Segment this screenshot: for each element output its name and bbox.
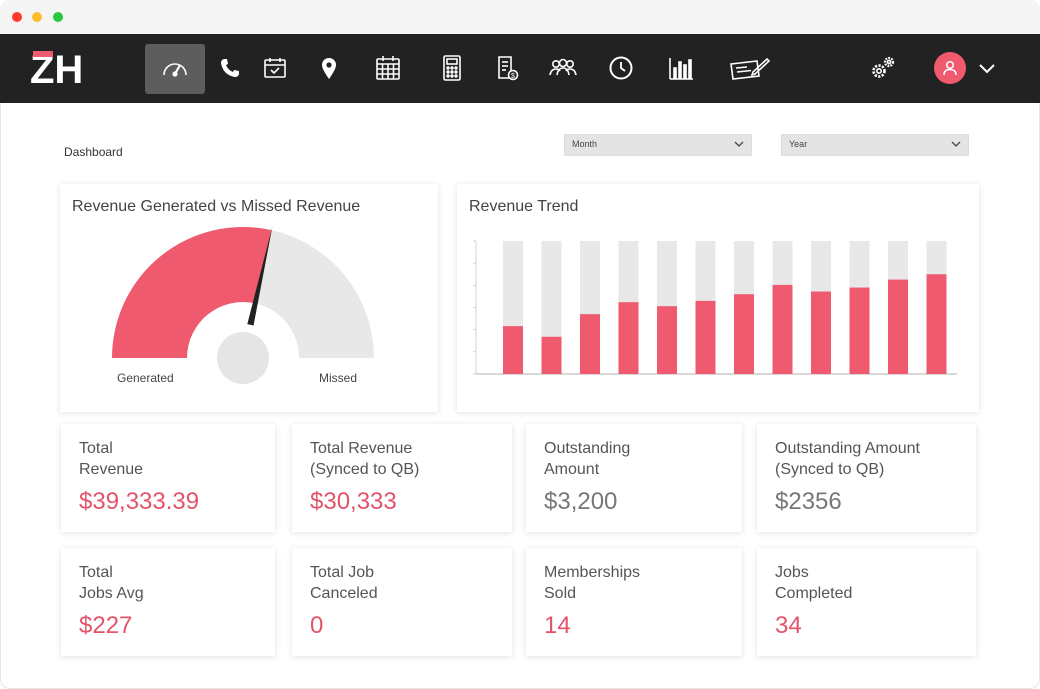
gauge-generated-arc: [112, 227, 272, 358]
month-select-value: Month: [572, 139, 598, 149]
year-select[interactable]: Year: [781, 134, 969, 156]
stat-label: Outstanding Amount: [544, 440, 631, 478]
stat-value: $3,200: [544, 488, 618, 515]
calculator-icon[interactable]: [428, 44, 476, 92]
calendar-check-icon[interactable]: [251, 44, 299, 92]
stat-card: Total Job Canceled 0: [292, 548, 512, 656]
gauge-needle: [247, 226, 273, 326]
stat-value: 34: [775, 612, 802, 639]
trend-bar[interactable]: [888, 279, 908, 374]
calendar-grid-icon[interactable]: [364, 44, 412, 92]
revenue-trend-chart: [473, 240, 957, 375]
month-select[interactable]: Month: [564, 134, 752, 156]
trend-title: Revenue Trend: [469, 198, 579, 215]
minimize-window-button[interactable]: [32, 12, 42, 22]
trend-bar[interactable]: [503, 326, 523, 374]
svg-text:$: $: [511, 73, 515, 80]
bar-chart-icon[interactable]: [657, 44, 705, 92]
trend-bar[interactable]: [926, 274, 947, 374]
trend-bar[interactable]: [657, 306, 677, 374]
user-avatar-icon[interactable]: [934, 52, 966, 84]
stat-card: Total Revenue (Synced to QB) $30,333: [292, 424, 512, 532]
team-icon[interactable]: [539, 44, 587, 92]
trend-bar[interactable]: [734, 294, 754, 374]
stat-label: Memberships Sold: [544, 564, 641, 602]
stat-label: Total Jobs Avg: [79, 564, 144, 602]
trend-bar[interactable]: [541, 336, 562, 374]
clock-icon[interactable]: [597, 44, 645, 92]
settings-gears-icon[interactable]: [859, 44, 907, 92]
stat-card: Total Revenue $39,333.39: [61, 424, 275, 532]
stat-value: $30,333: [310, 488, 397, 515]
revenue-trend-card: Revenue Trend: [457, 184, 979, 412]
stat-value: $39,333.39: [79, 488, 200, 515]
revenue-gauge-card: Revenue Generated vs Missed Revenue Gene…: [60, 184, 438, 412]
dashboard-gauge-icon[interactable]: [145, 44, 205, 94]
stat-card: Jobs Completed 34: [757, 548, 976, 656]
stat-card: Memberships Sold 14: [526, 548, 742, 656]
trend-bar[interactable]: [618, 302, 639, 374]
trend-bar[interactable]: [811, 291, 831, 374]
check-payment-icon[interactable]: [725, 44, 773, 92]
trend-bar[interactable]: [849, 287, 870, 374]
gauge-generated-label: Generated: [117, 371, 174, 385]
chevron-down-icon[interactable]: [963, 44, 1011, 92]
maximize-window-button[interactable]: [53, 12, 63, 22]
revenue-gauge: [112, 226, 374, 384]
location-pin-icon[interactable]: [305, 44, 353, 92]
trend-bar[interactable]: [772, 284, 793, 374]
chevron-down-icon: [951, 141, 961, 147]
stat-label: Total Job Canceled: [310, 564, 378, 602]
stat-label: Jobs Completed: [775, 564, 853, 602]
stat-card: Outstanding Amount $3,200: [526, 424, 742, 532]
stat-label: Outstanding Amount (Synced to QB): [775, 440, 920, 478]
stat-value: 0: [310, 612, 324, 639]
stat-card: Total Jobs Avg $227: [61, 548, 275, 656]
trend-bar[interactable]: [580, 314, 600, 374]
year-select-value: Year: [789, 139, 808, 149]
stat-value: 14: [544, 612, 571, 639]
page-title: Dashboard: [64, 145, 123, 159]
stat-card: Outstanding Amount (Synced to QB) $2356: [757, 424, 976, 532]
stat-label: Total Revenue: [79, 440, 144, 478]
stat-value: $227: [79, 612, 133, 639]
gauge-hub: [217, 332, 269, 384]
close-window-button[interactable]: [12, 12, 22, 22]
stat-value: $2356: [775, 488, 842, 515]
stat-label: Total Revenue (Synced to QB): [310, 440, 420, 478]
chevron-down-icon: [734, 141, 744, 147]
top-navbar: ZH $: [0, 34, 1040, 103]
gauge-title: Revenue Generated vs Missed Revenue: [72, 198, 361, 215]
trend-bar[interactable]: [695, 300, 716, 374]
logo-accent: [33, 51, 53, 57]
phone-icon[interactable]: [206, 44, 254, 92]
invoice-icon[interactable]: $: [483, 44, 531, 92]
title-bar: [0, 0, 1040, 34]
app-logo[interactable]: ZH: [30, 50, 83, 90]
gauge-missed-label: Missed: [319, 371, 358, 385]
